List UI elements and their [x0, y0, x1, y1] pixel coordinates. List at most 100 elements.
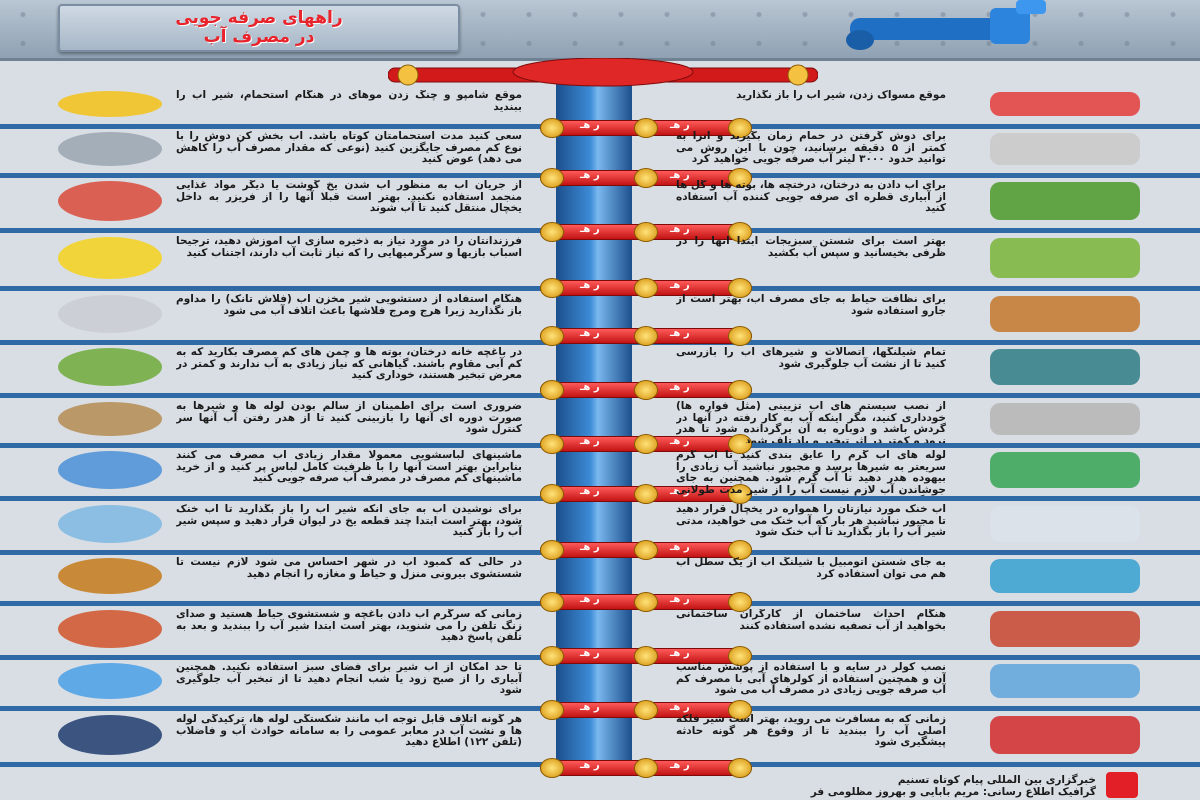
- pipe-valve: ر هـ ر هـ: [540, 222, 752, 242]
- pipe-valve: ر هـ ر هـ: [540, 278, 752, 298]
- shampoo-icon: [40, 88, 180, 120]
- tip-left: برای نوشیدن آب به جای آنکه شیر آب را باز…: [176, 504, 522, 538]
- valve-label: ر هـ: [580, 280, 600, 291]
- pipe-valve: ر هـ ر هـ: [540, 646, 752, 666]
- meat-icon: [40, 178, 180, 224]
- pipe-valve: ر هـ ر هـ: [540, 592, 752, 612]
- tip-right: زمانی که به مسافرت می روید، بهتر است شیر…: [676, 714, 946, 748]
- tip-left: ماشینهای لباسشویی معمولا مقدار زیادی آب …: [176, 450, 522, 484]
- valve-label: ر هـ: [670, 648, 690, 659]
- hose-icon: [960, 345, 1170, 389]
- tip-left: هر گونه اتلاف قابل توجه آب مانند شکستگی …: [176, 714, 522, 748]
- glass-icon: [40, 502, 180, 546]
- water-heater-icon: [960, 448, 1170, 492]
- plant-icon: [40, 345, 180, 389]
- tip-right: برای آب دادن به درختان، درختچه ها، بوته …: [676, 180, 946, 214]
- valve-label: ر هـ: [580, 702, 600, 713]
- valve-label: ر هـ: [670, 280, 690, 291]
- main-valve-icon: [960, 712, 1170, 758]
- footer-credits: خبرگزاری بین المللی پیام کوتاه تسنیم گرا…: [811, 774, 1096, 798]
- tip-right: آب خنک مورد نیازتان را همواره در یخچال ق…: [676, 504, 946, 538]
- bricks-icon: [960, 607, 1170, 651]
- pipe-valve: ر هـ ر هـ: [540, 758, 752, 778]
- pipe-valve: ر هـ ر هـ: [540, 326, 752, 346]
- tip-right: نصب کولر در سایه و با استفاده از پوشش من…: [676, 662, 946, 696]
- tip-right: از نصب سیستم های آب تزیینی (مثل فواره ها…: [676, 401, 946, 443]
- mop-icon: [40, 555, 180, 597]
- tip-left: هنگام استفاده از دستشویی شیر مخزن آب (فل…: [176, 294, 522, 317]
- valve-label: ر هـ: [670, 542, 690, 553]
- pipe-valve: ر هـ ر هـ: [540, 540, 752, 560]
- tip-left: موقع شامپو و چنگ زدن موهای در هنگام استح…: [176, 90, 522, 113]
- tip-left: در باغچه خانه درختان، بوته ها و چمن های …: [176, 347, 522, 381]
- tip-left: سعی کنید مدت استحمامتان کوتاه باشد. آب ب…: [176, 131, 522, 165]
- footer-line-1: خبرگزاری بین المللی پیام کوتاه تسنیم: [897, 774, 1096, 786]
- duck-icon: [40, 234, 180, 282]
- tip-right: لوله های آب گرم را عایق بندی کنید تا آب …: [676, 450, 946, 496]
- tip-right: برای دوش گرفتن در حمام زمان بگیرید و آنر…: [676, 131, 946, 165]
- valve-label: ر هـ: [670, 702, 690, 713]
- valve-label: ر هـ: [580, 436, 600, 447]
- vegetables-icon: [960, 234, 1170, 282]
- sprinkler-icon: [960, 178, 1170, 224]
- tip-right: برای نظافت حیاط به جای مصرف آب، بهتر است…: [676, 294, 946, 317]
- valve-label: ر هـ: [580, 760, 600, 771]
- title-plate: راههای صرفه جویی در مصرف آب: [58, 4, 460, 52]
- valve-label: ر هـ: [580, 486, 600, 497]
- valve-label: ر هـ: [670, 328, 690, 339]
- pipe-valve: ر هـ ر هـ: [540, 380, 752, 400]
- tip-left: فرزندانتان را در مورد نیاز به ذخیره سازی…: [176, 236, 522, 259]
- pipe-valve: ر هـ ر هـ: [540, 434, 752, 454]
- phone-icon: [40, 607, 180, 651]
- title-line-2: در مصرف آب: [203, 27, 315, 47]
- pipe-valve: ر هـ ر هـ: [540, 484, 752, 504]
- central-pipe: [556, 84, 632, 774]
- pipe-valve: ر هـ ر هـ: [540, 700, 752, 720]
- valve-label: ر هـ: [580, 170, 600, 181]
- valve-label: ر هـ: [670, 486, 690, 497]
- washer-icon: [40, 448, 180, 492]
- broom-icon: [960, 292, 1170, 336]
- valve-label: ر هـ: [670, 594, 690, 605]
- shower-icon: [40, 129, 180, 169]
- valve-label: ر هـ: [670, 436, 690, 447]
- valve-label: ر هـ: [580, 328, 600, 339]
- header-banner: راههای صرفه جویی در مصرف آب: [0, 0, 1200, 61]
- valve-label: ر هـ: [670, 170, 690, 181]
- tip-left: ضروری است برای اطمینان از سالم بودن لوله…: [176, 401, 522, 435]
- valve-label: ر هـ: [580, 224, 600, 235]
- pipe-valve: ر هـ ر هـ: [540, 168, 752, 188]
- tip-right: موقع مسواک زدن، شیر آب را باز نگذارید: [736, 90, 946, 101]
- tip-right: تمام شیلنگها، اتصالات و شیرهای آب را باز…: [676, 347, 946, 370]
- clock-icon: [960, 129, 1170, 169]
- footer-line-2: گرافیک اطلاع رسانی: مریم بابایی و بهروز …: [810, 786, 1096, 798]
- valve-label: ر هـ: [580, 542, 600, 553]
- tip-right: به جای شستن اتومبیل با شیلنگ آب از یک سط…: [676, 557, 946, 580]
- valve-label: ر هـ: [580, 120, 600, 131]
- valve-label: ر هـ: [670, 224, 690, 235]
- fountain-icon: [960, 399, 1170, 439]
- valve-label: ر هـ: [580, 648, 600, 659]
- tip-right: هنگام احداث ساختمان از کارگران ساختمانی …: [676, 609, 946, 632]
- faucet-icon: [846, 0, 1046, 50]
- cooler-icon: [960, 660, 1170, 702]
- valve-label: ر هـ: [670, 382, 690, 393]
- toolbox-icon: [40, 399, 180, 439]
- valve-label: ر هـ: [580, 594, 600, 605]
- valve-label: ر هـ: [670, 120, 690, 131]
- valve-label: ر هـ: [580, 382, 600, 393]
- valve-label: ر هـ: [670, 760, 690, 771]
- fridge-icon: [960, 502, 1170, 546]
- tip-left: از جریان آب به منظور آب شدن یخ گوشت یا د…: [176, 180, 522, 214]
- tip-right: بهتر است برای شستن سبزیجات ابتدا آنها را…: [676, 236, 946, 259]
- pipe-valve: ر هـ ر هـ: [540, 118, 752, 138]
- toothbrush-icon: [960, 88, 1170, 120]
- telephone-icon: [40, 712, 180, 758]
- tasnim-logo: [1106, 772, 1138, 798]
- tip-left: تا حد امکان از آب شیر برای فضای سبز استف…: [176, 662, 522, 696]
- title-line-1: راههای صرفه جویی: [175, 8, 343, 28]
- car-wash-icon: [960, 555, 1170, 597]
- rain-plant-icon: [40, 660, 180, 702]
- tip-left: در حالی که کمبود آب در شهر احساس می شود …: [176, 557, 522, 580]
- tip-left: زمانی که سرگرم آب دادن باغچه و شستشوی حی…: [176, 609, 522, 643]
